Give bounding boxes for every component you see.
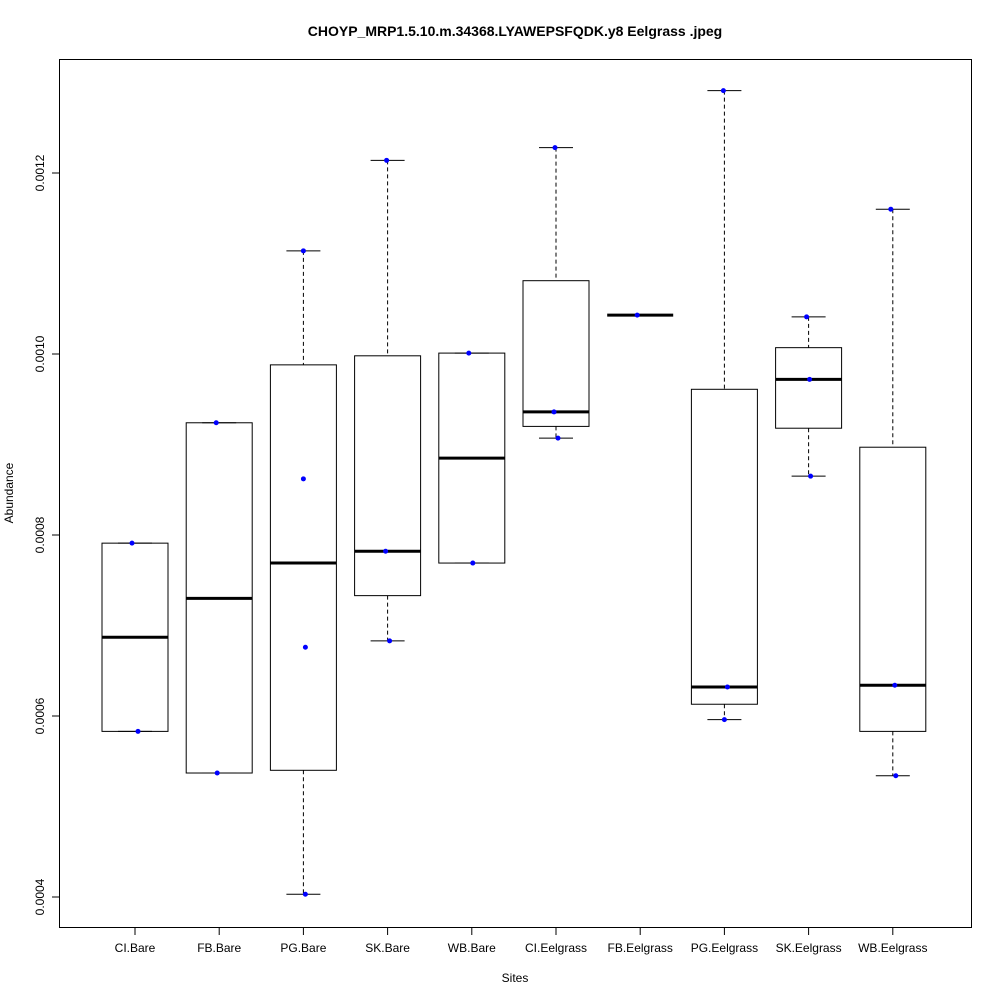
plot-frame [59, 59, 972, 928]
data-point [888, 206, 894, 212]
y-axis-label: Abundance [2, 462, 16, 523]
box-FB.Eelgrass [607, 312, 674, 318]
x-tick-label: WB.Eelgrass [858, 941, 927, 955]
box-CI.Bare [101, 540, 169, 734]
data-point [720, 88, 726, 94]
data-point [807, 376, 813, 382]
y-tick-label: 0.0006 [33, 697, 47, 734]
iqr-box [269, 364, 337, 771]
data-point [555, 435, 561, 441]
data-point [892, 682, 898, 688]
data-point [300, 248, 306, 254]
data-point [387, 638, 393, 644]
y-tick-label: 0.0008 [33, 516, 47, 553]
data-point [302, 891, 308, 897]
data-point [470, 560, 476, 566]
x-tick-label: PG.Eelgrass [691, 941, 758, 955]
x-tick-label: FB.Eelgrass [608, 941, 673, 955]
data-point [721, 717, 727, 723]
box-SK.Eelgrass [775, 314, 843, 479]
data-point [384, 157, 390, 163]
data-point [466, 350, 472, 356]
y-tick-label: 0.0012 [33, 154, 47, 191]
box-WB.Eelgrass [859, 206, 927, 779]
data-point [213, 420, 219, 426]
data-point [302, 644, 308, 650]
x-tick-label: PG.Bare [280, 941, 326, 955]
x-tick-label: WB.Bare [448, 941, 496, 955]
box-PG.Bare [269, 248, 337, 897]
x-tick-label: CI.Eelgrass [525, 941, 587, 955]
data-point [214, 770, 220, 776]
data-point [383, 548, 389, 554]
box-WB.Bare [438, 350, 506, 566]
chart-title: CHOYP_MRP1.5.10.m.34368.LYAWEPSFQDK.y8 E… [308, 23, 722, 39]
box-FB.Bare [185, 420, 253, 776]
x-tick-label: SK.Bare [365, 941, 410, 955]
data-point [634, 312, 640, 318]
iqr-box [775, 347, 843, 429]
boxes [101, 88, 927, 897]
iqr-box [354, 355, 422, 597]
iqr-box [522, 280, 590, 427]
data-point [804, 314, 810, 320]
box-PG.Eelgrass [690, 88, 758, 723]
box-CI.Eelgrass [522, 145, 590, 441]
data-point [808, 473, 814, 479]
iqr-box [690, 388, 758, 705]
x-tick-label: SK.Eelgrass [776, 941, 842, 955]
data-point [724, 684, 730, 690]
data-point [135, 728, 141, 734]
x-tick-label: CI.Bare [115, 941, 156, 955]
x-tick-label: FB.Bare [197, 941, 241, 955]
data-point [129, 540, 135, 546]
x-axis: CI.Bare FB.Bare PG.Bare SK.Bare WB.Bare CI.Ee… [115, 927, 927, 955]
data-point [552, 145, 558, 151]
box-SK.Bare [354, 157, 422, 644]
y-axis: 0.0004 0.0006 0.0008 0.0010 0.0012 [33, 154, 60, 915]
y-tick-label: 0.0004 [33, 878, 47, 915]
iqr-box [859, 446, 927, 732]
x-axis-label: Sites [502, 971, 529, 985]
y-tick-label: 0.0010 [33, 335, 47, 372]
data-point [551, 409, 557, 415]
data-point [893, 773, 899, 779]
data-point [300, 476, 306, 482]
